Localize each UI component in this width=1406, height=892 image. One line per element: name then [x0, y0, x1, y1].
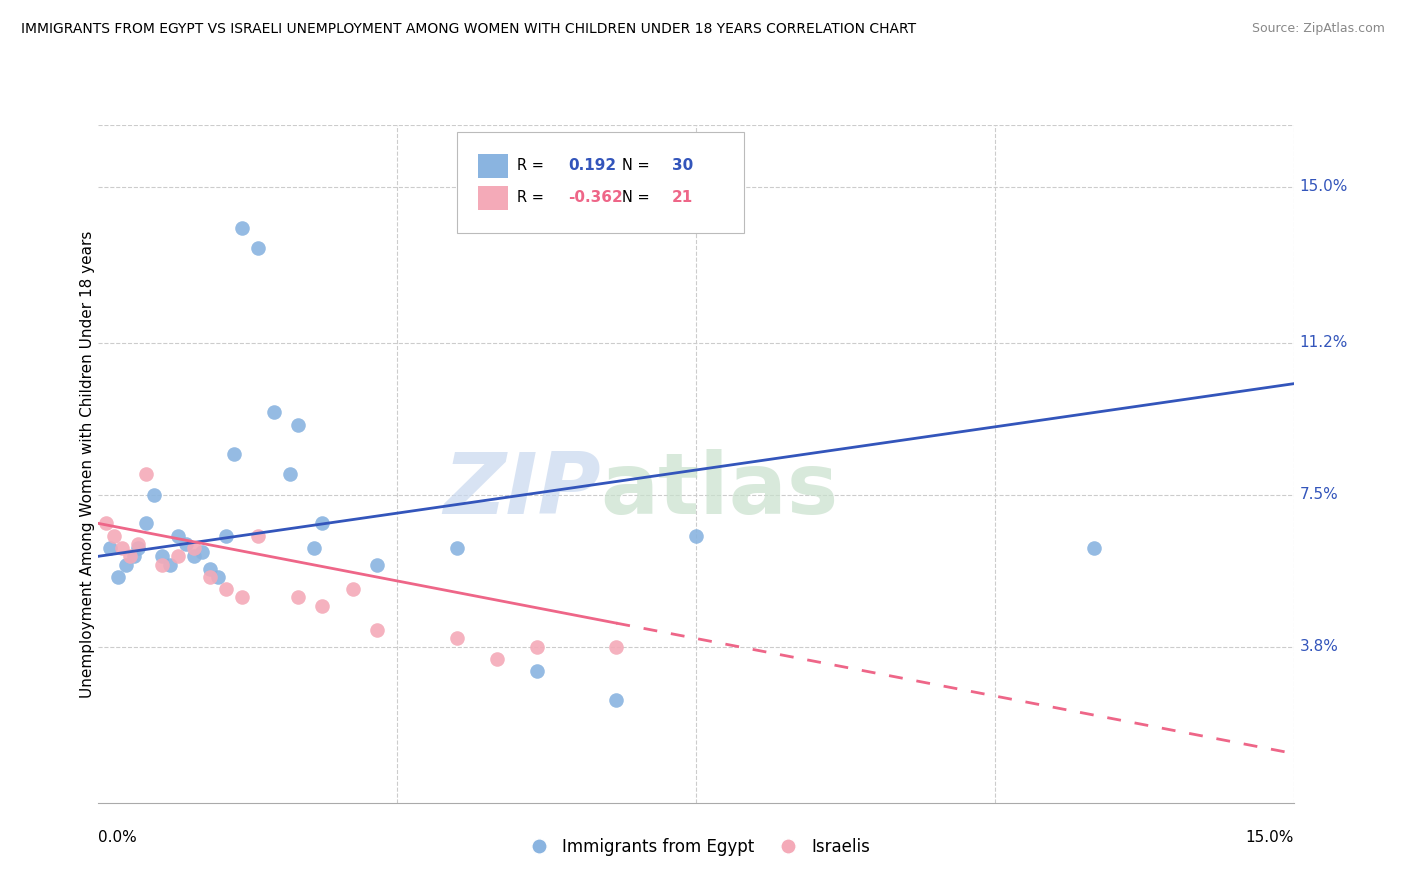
Text: R =: R =	[517, 190, 544, 205]
Point	[246, 241, 269, 255]
Point	[215, 582, 238, 596]
Point	[605, 693, 627, 707]
Point	[120, 549, 142, 564]
Point	[231, 591, 253, 605]
Text: R =: R =	[517, 158, 544, 173]
Point	[287, 417, 309, 432]
Point	[198, 570, 221, 584]
Point	[96, 516, 118, 531]
Point	[526, 640, 548, 654]
Point	[174, 537, 197, 551]
Point	[167, 529, 190, 543]
Point	[366, 624, 388, 638]
Point	[1083, 541, 1105, 555]
Point	[246, 529, 269, 543]
Text: 11.2%: 11.2%	[1299, 335, 1348, 351]
Text: N =: N =	[621, 158, 650, 173]
Point	[135, 467, 157, 482]
Text: 30: 30	[672, 158, 693, 173]
Text: 15.0%: 15.0%	[1246, 830, 1294, 845]
Point	[278, 467, 301, 482]
Point	[127, 537, 149, 551]
Text: atlas: atlas	[600, 450, 838, 533]
Point	[127, 541, 149, 555]
Point	[103, 529, 125, 543]
FancyBboxPatch shape	[457, 132, 744, 234]
Point	[207, 570, 229, 584]
Point	[98, 541, 122, 555]
Point	[150, 558, 173, 572]
Text: -0.362: -0.362	[568, 190, 623, 205]
FancyBboxPatch shape	[478, 186, 509, 210]
Point	[191, 545, 214, 559]
Point	[115, 558, 138, 572]
Point	[231, 220, 253, 235]
Point	[222, 446, 245, 460]
Point	[311, 599, 333, 613]
Point	[287, 591, 309, 605]
Text: 3.8%: 3.8%	[1299, 640, 1339, 654]
Text: ZIP: ZIP	[443, 450, 600, 533]
Point	[342, 582, 364, 596]
Text: N =: N =	[621, 190, 650, 205]
Point	[302, 541, 325, 555]
Point	[135, 516, 157, 531]
Text: Source: ZipAtlas.com: Source: ZipAtlas.com	[1251, 22, 1385, 36]
Point	[526, 665, 548, 679]
Point	[159, 558, 181, 572]
Text: 15.0%: 15.0%	[1299, 179, 1348, 194]
Point	[143, 488, 166, 502]
Point	[366, 558, 388, 572]
Point	[167, 549, 190, 564]
Point	[485, 652, 508, 666]
Point	[107, 570, 129, 584]
Point	[150, 549, 173, 564]
Point	[215, 529, 238, 543]
Point	[183, 549, 205, 564]
Y-axis label: Unemployment Among Women with Children Under 18 years: Unemployment Among Women with Children U…	[80, 230, 94, 698]
Point	[311, 516, 333, 531]
Point	[198, 561, 221, 575]
Text: 0.0%: 0.0%	[98, 830, 138, 845]
Legend: Immigrants from Egypt, Israelis: Immigrants from Egypt, Israelis	[516, 831, 876, 863]
Text: 21: 21	[672, 190, 693, 205]
Point	[111, 541, 134, 555]
Point	[183, 541, 205, 555]
Text: 7.5%: 7.5%	[1299, 487, 1339, 502]
FancyBboxPatch shape	[478, 154, 509, 178]
Point	[263, 405, 285, 419]
Point	[124, 549, 146, 564]
Point	[605, 640, 627, 654]
Point	[446, 632, 468, 646]
Text: 0.192: 0.192	[568, 158, 616, 173]
Text: IMMIGRANTS FROM EGYPT VS ISRAELI UNEMPLOYMENT AMONG WOMEN WITH CHILDREN UNDER 18: IMMIGRANTS FROM EGYPT VS ISRAELI UNEMPLO…	[21, 22, 917, 37]
Point	[446, 541, 468, 555]
Point	[685, 529, 707, 543]
